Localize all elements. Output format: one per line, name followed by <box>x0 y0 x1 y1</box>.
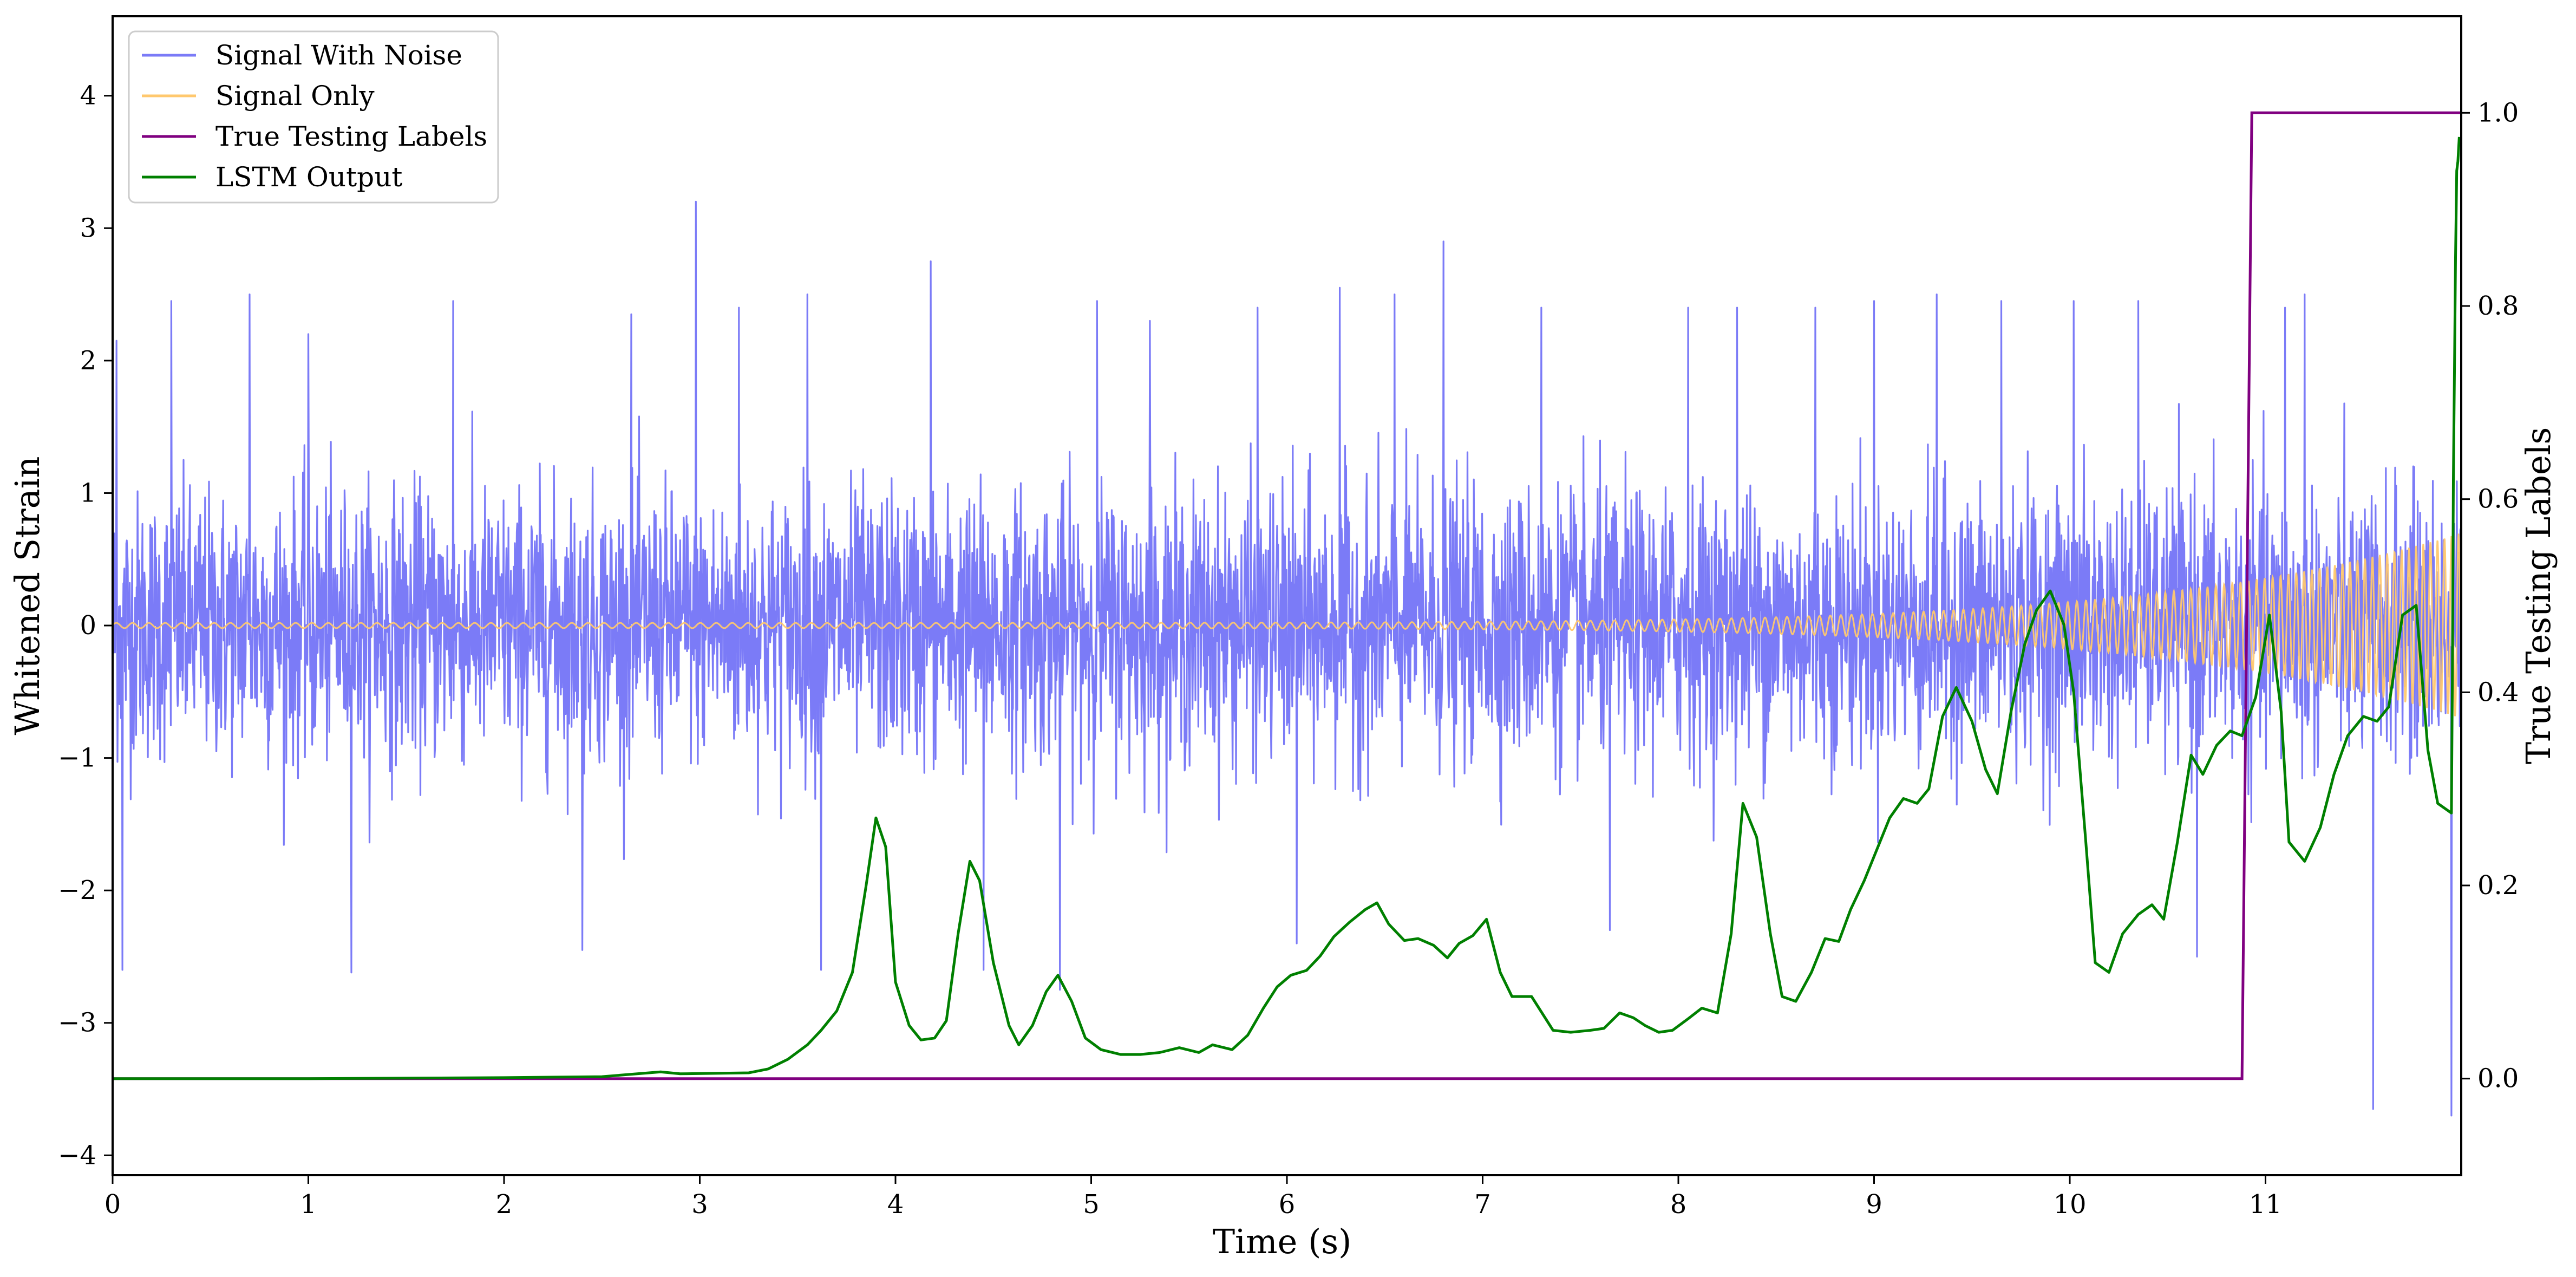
x-tick-label: 8 <box>1670 1189 1687 1220</box>
true-testing-labels-series <box>113 111 2461 1080</box>
y-tick-label: −1 <box>58 743 96 773</box>
y-axis-title: Whitened Strain <box>8 457 47 735</box>
y-tick-label: 4 <box>80 81 96 111</box>
lstm-output-series <box>113 136 2461 1080</box>
y-tick-label: 0 <box>80 610 96 641</box>
x-tick-label: 3 <box>691 1189 708 1220</box>
legend-label-lstm-output: LSTM Output <box>215 161 402 193</box>
x-tick-label: 6 <box>1279 1189 1296 1220</box>
x-tick-label: 2 <box>496 1189 513 1220</box>
x-tick-label: 5 <box>1083 1189 1100 1220</box>
y2-tick-label: 0.8 <box>2477 291 2519 321</box>
y2-tick-label: 0.0 <box>2477 1064 2519 1094</box>
x-tick-label: 0 <box>104 1189 121 1220</box>
y-tick-label: −2 <box>58 875 96 905</box>
y2-tick-label: 0.2 <box>2477 870 2519 901</box>
x-axis-title: Time (s) <box>1213 1222 1352 1261</box>
signal-only-series <box>113 533 2461 716</box>
y-tick-label: −3 <box>58 1008 96 1038</box>
lstm-output-line <box>113 136 2461 1080</box>
y-axis-right: 0.0 0.2 0.4 0.6 0.8 1.0 <box>2461 97 2519 1094</box>
y2-axis-title: True Testing Labels <box>2519 427 2558 765</box>
y2-tick-label: 1.0 <box>2477 97 2519 128</box>
x-tick-label: 9 <box>1866 1189 1882 1220</box>
signal-with-noise-series <box>113 200 2461 1117</box>
legend-label-signal-with-noise: Signal With Noise <box>215 40 462 71</box>
y-tick-label: −4 <box>58 1140 96 1170</box>
y-tick-label: 2 <box>80 346 96 376</box>
x-tick-label: 7 <box>1474 1189 1491 1220</box>
x-tick-label: 10 <box>2053 1189 2086 1220</box>
x-tick-label: 4 <box>887 1189 904 1220</box>
legend: Signal With Noise Signal Only True Testi… <box>128 30 499 204</box>
x-axis: 0 1 2 3 4 5 6 7 8 9 10 11 <box>104 1175 2282 1220</box>
legend-box <box>128 30 499 204</box>
signal-only-line <box>113 533 2461 716</box>
x-tick-label: 1 <box>300 1189 317 1220</box>
y2-tick-label: 0.6 <box>2477 484 2519 514</box>
x-tick-label: 11 <box>2249 1189 2282 1220</box>
legend-label-signal-only: Signal Only <box>215 80 375 112</box>
true-testing-labels-line <box>113 111 2461 1080</box>
legend-label-true-testing-labels: True Testing Labels <box>215 121 487 152</box>
y2-tick-label: 0.4 <box>2477 677 2519 707</box>
signal-with-noise-line <box>113 200 2461 1117</box>
y-tick-label: 1 <box>80 478 96 508</box>
y-axis-left: −4 −3 −2 −1 0 1 2 3 4 <box>58 81 113 1170</box>
y-tick-label: 3 <box>80 213 96 243</box>
